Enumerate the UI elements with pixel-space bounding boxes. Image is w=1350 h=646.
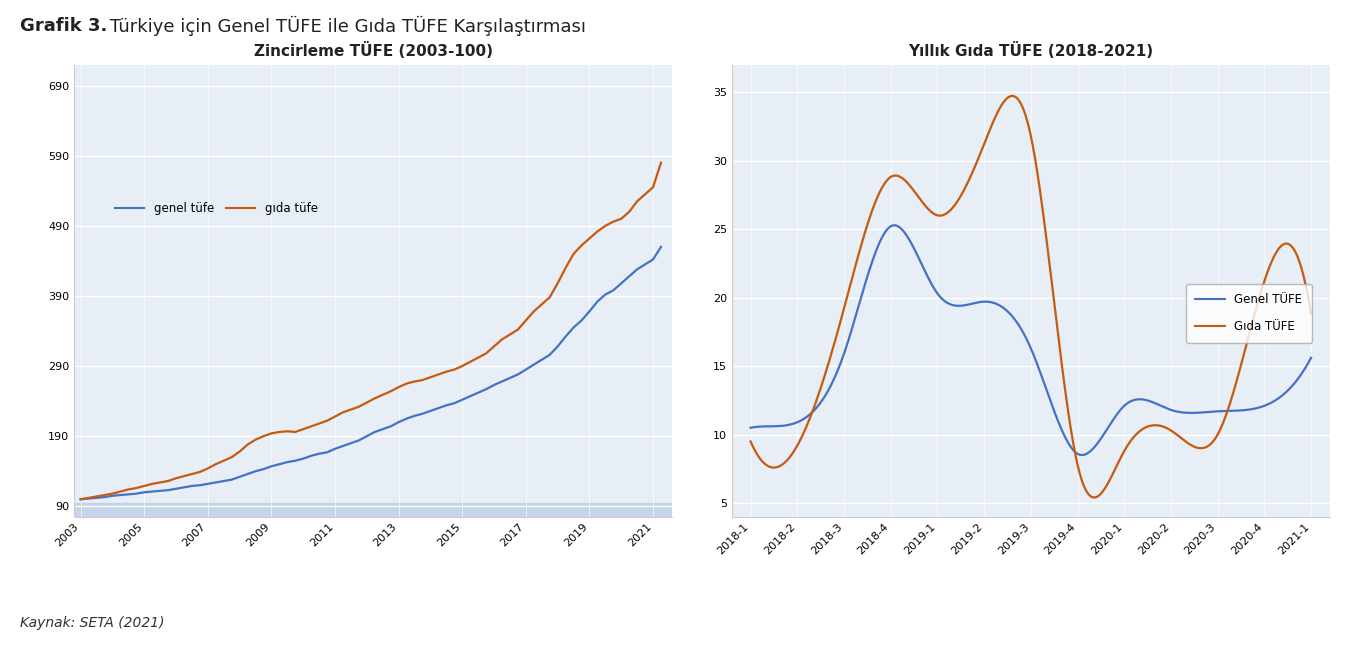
- Gıda TÜFE: [1303, 310, 1319, 318]
- gıda tüfe: [73, 495, 89, 503]
- Legend: Genel TÜFE, Gıda TÜFE: Genel TÜFE, Gıda TÜFE: [1187, 284, 1312, 343]
- Genel TÜFE: [1010, 320, 1026, 328]
- gıda tüfe: [597, 222, 613, 230]
- gıda tüfe: [653, 159, 670, 167]
- Genel TÜFE: [1204, 408, 1220, 415]
- gıda tüfe: [192, 468, 208, 476]
- genel tüfe: [597, 291, 613, 298]
- Text: Türkiye için Genel TÜFE ile Gıda TÜFE Karşılaştırması: Türkiye için Genel TÜFE ile Gıda TÜFE Ka…: [104, 16, 586, 36]
- Genel TÜFE: [1046, 410, 1062, 417]
- Genel TÜFE: [743, 424, 759, 432]
- Line: Genel TÜFE: Genel TÜFE: [751, 225, 1311, 455]
- Gıda TÜFE: [1010, 96, 1026, 103]
- Title: Yıllık Gıda TÜFE (2018-2021): Yıllık Gıda TÜFE (2018-2021): [909, 42, 1153, 59]
- Genel TÜFE: [1303, 354, 1319, 362]
- gıda tüfe: [398, 380, 414, 388]
- Line: genel tüfe: genel tüfe: [81, 247, 662, 499]
- genel tüfe: [73, 495, 89, 503]
- Gıda TÜFE: [1004, 92, 1021, 99]
- genel tüfe: [653, 243, 670, 251]
- Gıda TÜFE: [1077, 485, 1094, 493]
- genel tüfe: [200, 480, 216, 488]
- genel tüfe: [192, 481, 208, 489]
- Gıda TÜFE: [1087, 494, 1103, 501]
- genel tüfe: [398, 415, 414, 422]
- Text: Grafik 3.: Grafik 3.: [20, 17, 108, 35]
- Genel TÜFE: [1292, 372, 1308, 380]
- Gıda TÜFE: [1012, 101, 1029, 109]
- Genel TÜFE: [886, 222, 902, 229]
- Legend: genel tüfe, gıda tüfe: genel tüfe, gıda tüfe: [111, 197, 323, 220]
- Gıda TÜFE: [743, 437, 759, 445]
- Line: gıda tüfe: gıda tüfe: [81, 163, 662, 499]
- Line: Gıda TÜFE: Gıda TÜFE: [751, 96, 1311, 497]
- gıda tüfe: [200, 464, 216, 472]
- Text: Kaynak: SETA (2021): Kaynak: SETA (2021): [20, 616, 165, 630]
- genel tüfe: [390, 418, 406, 426]
- genel tüfe: [263, 463, 279, 470]
- Bar: [74, 503, 672, 517]
- Genel TÜFE: [1073, 451, 1089, 459]
- Genel TÜFE: [1079, 450, 1095, 458]
- Gıda TÜFE: [1204, 439, 1220, 446]
- gıda tüfe: [390, 383, 406, 391]
- Gıda TÜFE: [1046, 305, 1062, 313]
- Gıda TÜFE: [1292, 259, 1308, 267]
- Genel TÜFE: [1012, 326, 1029, 333]
- gıda tüfe: [263, 430, 279, 437]
- Title: Zincirleme TÜFE (2003-100): Zincirleme TÜFE (2003-100): [254, 42, 493, 59]
